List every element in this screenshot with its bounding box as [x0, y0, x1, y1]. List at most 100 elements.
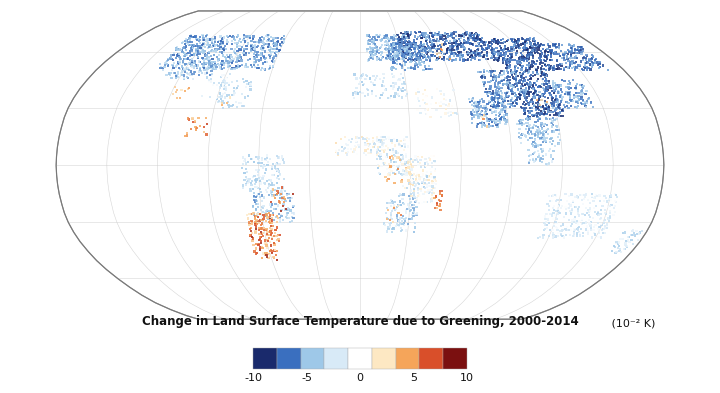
Point	[456, 33, 467, 39]
Point	[529, 158, 541, 164]
Point	[409, 180, 420, 186]
Point	[512, 68, 523, 74]
Point	[184, 72, 196, 78]
Point	[517, 122, 528, 129]
Point	[540, 151, 552, 158]
Point	[557, 233, 569, 239]
Point	[271, 41, 283, 48]
Point	[539, 109, 550, 116]
Point	[430, 194, 441, 200]
Point	[479, 42, 490, 48]
Point	[241, 169, 253, 175]
Point	[197, 33, 209, 40]
Point	[182, 71, 194, 77]
Point	[568, 219, 580, 225]
Point	[380, 46, 392, 53]
Point	[490, 119, 502, 126]
Point	[374, 95, 385, 101]
Point	[467, 98, 478, 105]
Point	[178, 45, 189, 51]
Point	[231, 65, 243, 72]
Point	[450, 110, 462, 116]
Point	[546, 49, 558, 55]
Point	[198, 35, 210, 41]
Point	[203, 63, 215, 70]
Point	[237, 50, 248, 56]
Point	[250, 178, 261, 184]
Point	[598, 226, 610, 233]
Point	[384, 55, 396, 61]
Point	[272, 37, 284, 44]
Point	[389, 94, 400, 100]
Point	[429, 53, 441, 59]
Point	[552, 62, 563, 69]
Point	[419, 189, 431, 195]
Point	[246, 156, 258, 162]
Point	[536, 125, 548, 132]
Point	[486, 109, 498, 116]
Point	[564, 92, 576, 98]
Point	[201, 52, 212, 59]
Point	[518, 68, 530, 75]
Point	[487, 123, 499, 129]
Point	[396, 164, 408, 170]
Point	[577, 66, 589, 73]
Point	[405, 43, 416, 49]
Point	[402, 160, 414, 166]
Point	[546, 158, 557, 165]
Point	[471, 107, 482, 113]
Point	[619, 246, 631, 252]
Point	[193, 115, 204, 121]
Point	[266, 165, 277, 172]
Point	[456, 33, 468, 39]
Point	[498, 101, 509, 107]
Point	[532, 124, 544, 130]
Point	[567, 43, 578, 50]
Point	[215, 94, 226, 100]
Point	[503, 47, 514, 53]
Point	[161, 57, 173, 64]
Point	[516, 89, 528, 95]
Point	[191, 52, 202, 58]
Point	[495, 45, 507, 51]
Point	[229, 90, 240, 97]
Point	[203, 37, 215, 43]
Point	[182, 39, 194, 46]
Point	[588, 60, 600, 66]
Point	[240, 160, 252, 167]
Point	[522, 62, 534, 68]
Point	[557, 94, 569, 100]
Point	[226, 64, 238, 71]
Point	[567, 217, 578, 223]
Point	[494, 51, 505, 57]
Point	[261, 178, 273, 184]
Point	[416, 184, 428, 190]
Point	[167, 63, 179, 69]
Point	[251, 44, 262, 50]
Point	[186, 59, 197, 65]
Point	[561, 198, 572, 204]
Point	[444, 109, 455, 116]
Point	[245, 86, 256, 93]
Point	[534, 157, 546, 163]
Point	[399, 40, 410, 46]
Point	[253, 156, 264, 162]
Point	[498, 68, 510, 74]
Point	[226, 54, 238, 61]
Point	[453, 35, 464, 42]
Point	[394, 51, 405, 57]
Point	[536, 97, 547, 103]
Point	[258, 212, 269, 218]
Point	[523, 69, 534, 75]
Point	[585, 58, 596, 64]
Point	[381, 216, 392, 222]
Point	[476, 112, 487, 118]
Point	[359, 93, 371, 99]
Point	[392, 202, 404, 209]
Point	[454, 52, 466, 58]
Point	[359, 142, 371, 148]
Point	[555, 82, 567, 88]
Point	[552, 227, 563, 233]
Point	[523, 160, 535, 166]
Point	[552, 134, 564, 140]
